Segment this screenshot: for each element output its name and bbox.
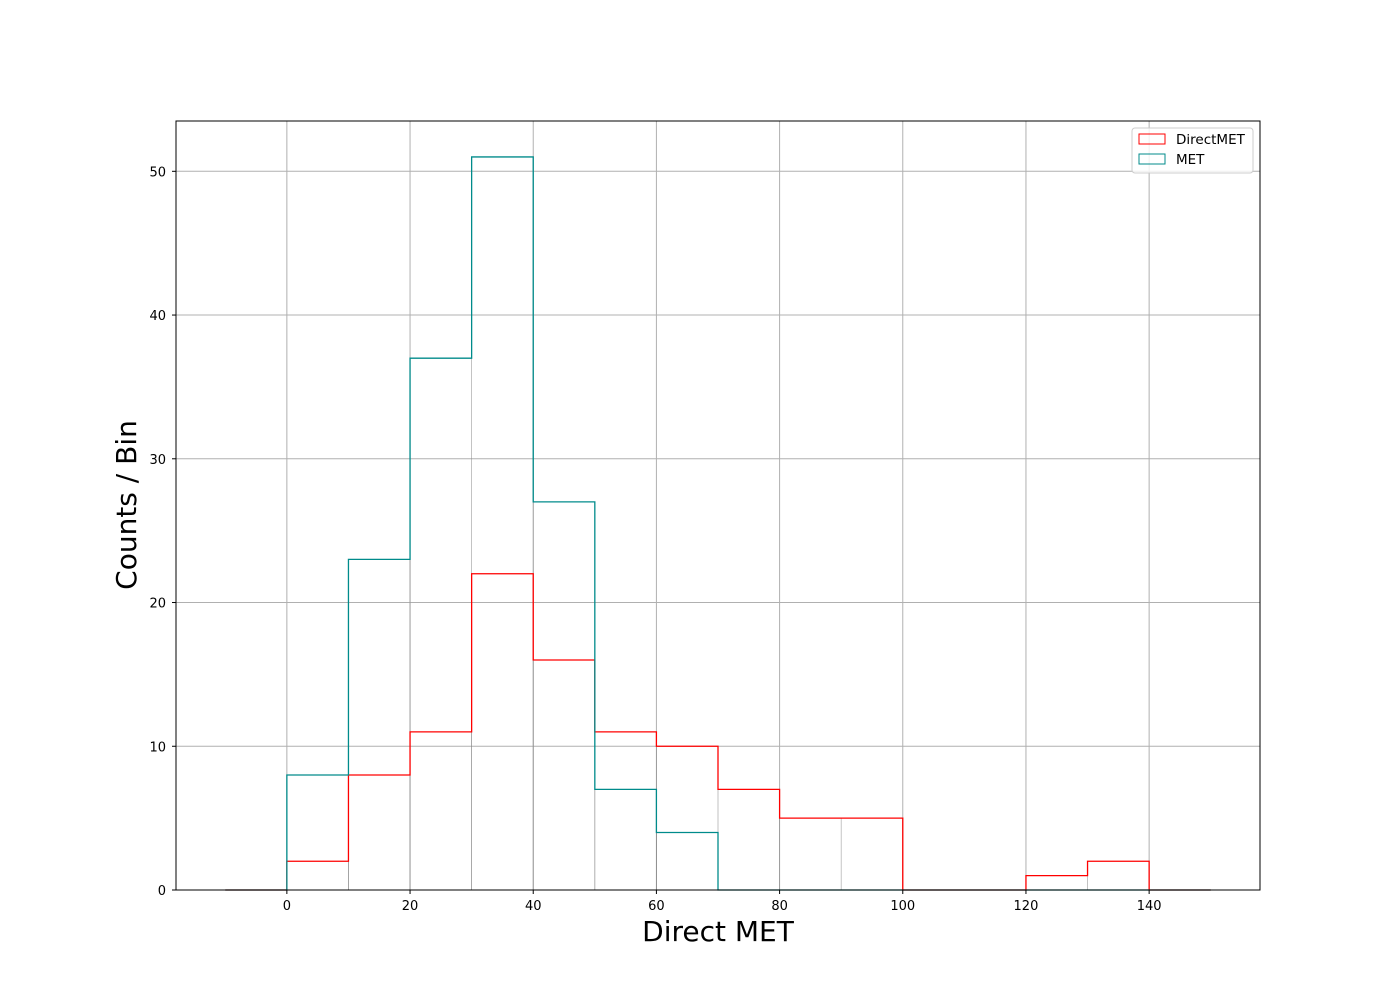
x-tick-label: 120 — [1014, 899, 1039, 914]
y-tick-label: 0 — [158, 884, 166, 899]
x-tick-label: 60 — [648, 899, 665, 914]
x-tick-label: 140 — [1137, 899, 1162, 914]
legend-swatch-met — [1138, 153, 1166, 165]
plot-frame — [175, 120, 1261, 891]
x-tick-label: 80 — [771, 899, 788, 914]
x-axis-ticks: 0 20 40 60 80 100 120 140 — [283, 890, 1162, 914]
legend-box — [1131, 127, 1254, 174]
y-tick-label: 20 — [149, 597, 166, 612]
y-axis-title: Counts / Bin — [110, 420, 143, 590]
y-tick-label: 10 — [149, 740, 166, 755]
x-tick-label: 100 — [890, 899, 915, 914]
series-line-directmet — [225, 573, 1211, 891]
y-tick-label: 50 — [149, 165, 166, 180]
legend-swatch-directmet — [1138, 133, 1166, 145]
x-tick-label: 20 — [402, 899, 419, 914]
legend-label-met: MET — [1176, 152, 1205, 168]
y-tick-label: 40 — [149, 309, 166, 324]
x-tick-label: 40 — [525, 899, 542, 914]
legend-label-directmet: DirectMET — [1176, 132, 1246, 148]
y-axis-ticks: 0 10 20 30 40 50 — [149, 165, 176, 899]
legend: DirectMET MET — [1131, 127, 1254, 174]
y-tick-label: 30 — [149, 453, 166, 468]
x-tick-label: 0 — [283, 899, 291, 914]
x-axis-title: Direct MET — [642, 915, 795, 948]
